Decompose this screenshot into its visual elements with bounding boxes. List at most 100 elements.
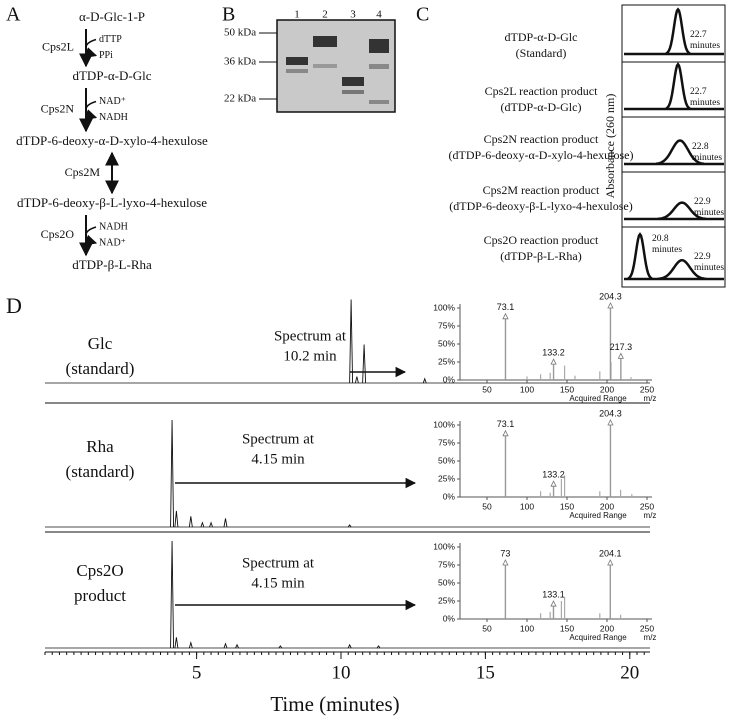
spectrum-y-label: 100%	[433, 419, 455, 429]
chrom-peak	[170, 419, 175, 528]
ms-peak-marker	[607, 559, 614, 566]
ms-peak-label: 204.3	[599, 408, 622, 418]
spectrum-x-label: 200	[600, 501, 614, 511]
sample-detail: product	[74, 586, 126, 605]
sample-detail: (Standard)	[516, 46, 567, 60]
cofactor: NADH	[99, 112, 128, 123]
gel-band	[286, 69, 308, 73]
spectrum-x-label: 150	[560, 501, 574, 511]
annotation: 4.15 min	[251, 575, 305, 591]
chrom-peak	[200, 521, 205, 528]
enzyme: Cps2N	[41, 101, 75, 115]
panel-label: C	[416, 4, 429, 26]
ms-peak-label: 73.1	[497, 302, 515, 312]
sample-name: Cps2O	[76, 561, 123, 580]
arrow	[84, 226, 98, 246]
gel-band	[313, 36, 337, 47]
annotation: 4.15 min	[251, 451, 305, 467]
ms-peak-marker	[550, 480, 557, 487]
ms-peak-marker	[607, 302, 614, 309]
spectrum-x-label: 150	[560, 384, 574, 394]
enzyme: Cps2M	[65, 165, 101, 179]
compound: dTDP-6-deoxy-α-D-xylo-4-hexulose	[16, 133, 208, 148]
arrow	[84, 38, 98, 58]
spectrum-x-label: 100	[520, 384, 534, 394]
arrow	[84, 100, 98, 120]
chrom-peak	[422, 377, 427, 384]
hplc-peak	[627, 232, 653, 280]
gel-band	[313, 64, 337, 68]
chrom-peak	[347, 524, 352, 528]
marker-label: 22 kDa	[224, 93, 256, 105]
peak-time: 22.7	[690, 87, 707, 97]
chrom-peak	[376, 645, 381, 649]
peak-time: 22.8	[692, 142, 709, 152]
annotation: Spectrum at	[274, 328, 347, 344]
ms-peak-marker	[502, 429, 509, 437]
compound: α-D-Glc-1-P	[79, 9, 145, 24]
gel-band	[369, 39, 389, 53]
chrom-peak	[209, 521, 213, 528]
hplc-peak	[655, 139, 705, 165]
lane-label: 1	[294, 9, 300, 21]
spectrum-y-label: 0%	[443, 613, 456, 623]
spectrum-x-label: 100	[520, 623, 534, 633]
spectrum-y-label: 50%	[438, 455, 455, 465]
spectrum-y-label: 0%	[443, 491, 456, 501]
ms-peak-marker	[607, 419, 614, 426]
sample-detail: (standard)	[66, 462, 135, 481]
peak-time: 22.9	[694, 197, 711, 207]
spectrum-y-label: 75%	[438, 437, 455, 447]
peak-time: 22.7	[690, 30, 707, 40]
x-tick-label: 10	[332, 662, 351, 683]
sample-name: Cps2O reaction product	[484, 233, 599, 247]
spectrum-x-label: 250	[640, 384, 654, 394]
hplc-peak	[665, 62, 691, 110]
peak-unit: minutes	[690, 98, 720, 108]
ms-peak-marker	[502, 559, 509, 566]
compound: dTDP-α-D-Glc	[72, 68, 151, 83]
x-tick-label: 20	[620, 662, 639, 683]
spectrum-x-label: 50	[482, 501, 492, 511]
sample-name: Rha	[86, 437, 114, 456]
annotation: 10.2 min	[283, 348, 337, 364]
chrom-peak	[235, 643, 239, 649]
ms-peak-label: 73	[500, 548, 510, 558]
peak-time: 20.8	[652, 234, 669, 244]
spectrum-unit: m/z	[644, 511, 657, 520]
x-tick-label: 5	[192, 662, 202, 683]
peak-unit: minutes	[694, 208, 724, 218]
cofactor: NADH	[99, 221, 128, 232]
peak-unit: minutes	[692, 153, 722, 163]
marker-label: 50 kDa	[224, 27, 256, 39]
spectrum-y-label: 0%	[443, 374, 456, 384]
spectrum-y-label: 25%	[438, 356, 455, 366]
sample-name: Cps2M reaction product	[483, 183, 600, 197]
spectrum-range-label: Acquired Range	[569, 633, 627, 642]
ms-peak-label: 204.1	[599, 548, 622, 558]
x-axis-label: Time (minutes)	[270, 692, 399, 716]
chrom-peak	[354, 376, 359, 384]
lane-label: 2	[322, 9, 328, 21]
sample-name: Cps2N reaction product	[484, 132, 599, 146]
panel-label: D	[6, 293, 22, 318]
enzyme: Cps2L	[42, 39, 74, 53]
ms-peak-label: 133.2	[542, 470, 565, 480]
peak-unit: minutes	[694, 263, 724, 273]
chrom-peak	[188, 640, 193, 649]
hplc-peak	[657, 258, 707, 281]
chrom-peak	[174, 637, 179, 649]
cofactor: dTTP	[99, 34, 122, 45]
spectrum-x-label: 50	[482, 384, 492, 394]
ms-peak-label: 133.2	[542, 348, 565, 358]
spectrum-x-label: 200	[600, 623, 614, 633]
spectrum-range-label: Acquired Range	[569, 394, 627, 403]
chrom-peak	[170, 540, 175, 649]
gel-band	[369, 100, 389, 104]
spectrum-x-label: 50	[482, 623, 492, 633]
ms-peak-marker	[550, 600, 557, 607]
gel-band	[369, 64, 389, 69]
hplc-peak	[657, 201, 707, 221]
